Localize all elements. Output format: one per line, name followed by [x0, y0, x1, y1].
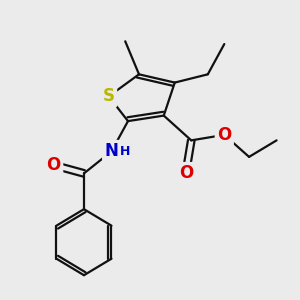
Text: S: S: [103, 87, 115, 105]
Text: O: O: [217, 126, 231, 144]
Text: N: N: [104, 142, 118, 160]
Text: O: O: [46, 156, 61, 174]
Text: H: H: [120, 145, 130, 158]
Text: O: O: [178, 164, 193, 182]
